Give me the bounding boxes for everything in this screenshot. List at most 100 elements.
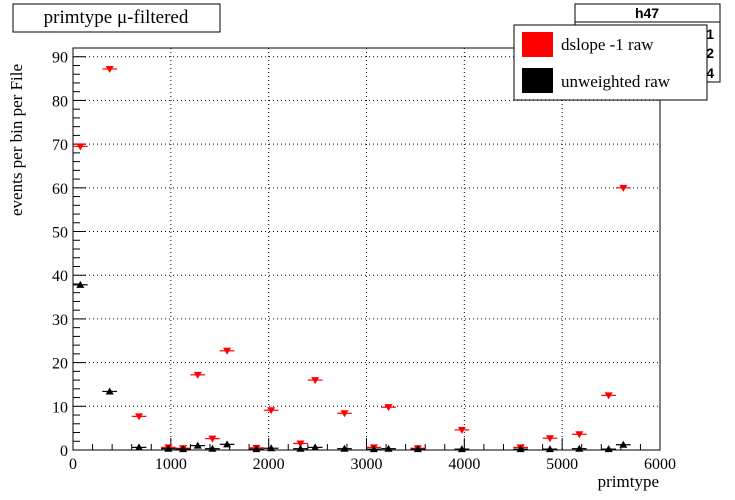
data-marker (457, 426, 466, 434)
data-marker (516, 445, 525, 453)
data-marker (545, 435, 554, 443)
data-point (205, 444, 220, 452)
axes: 0 1000 2000 3000 4000 5000 6000 0 10 20 30 40 50 60 70… (52, 47, 676, 473)
legend: dslope -1 raw unweighted raw (513, 24, 708, 101)
data-point (219, 440, 235, 448)
data-point (571, 444, 587, 452)
data-point (293, 444, 308, 452)
data-point (249, 445, 264, 453)
data-point (131, 413, 147, 421)
x-tick-label: 2000 (253, 456, 285, 473)
x-tick-label: 4000 (448, 456, 480, 473)
data-point (205, 435, 220, 443)
legend-label-unweighted: unweighted raw (561, 72, 671, 91)
data-point (161, 444, 176, 452)
data-point (337, 410, 352, 418)
data-marker (193, 441, 202, 449)
data-marker (223, 440, 232, 448)
data-marker (413, 445, 422, 453)
data-point (542, 445, 558, 453)
data-marker (105, 65, 114, 73)
y-tick-label: 70 (52, 137, 68, 154)
data-marker (164, 444, 173, 452)
data-point (73, 280, 88, 288)
data-marker (76, 280, 85, 288)
data-marker (311, 377, 320, 385)
data-point (219, 347, 235, 355)
data-point (381, 444, 396, 452)
data-marker (457, 445, 466, 453)
data-point (190, 371, 206, 379)
data-point (571, 431, 587, 439)
stats-box-name: h47 (635, 5, 659, 21)
data-marker (223, 347, 232, 355)
data-marker (252, 445, 261, 453)
data-marker (384, 444, 393, 452)
data-point (307, 443, 323, 451)
data-marker (340, 410, 349, 418)
data-point (410, 445, 426, 453)
x-tick-label: 6000 (644, 456, 676, 473)
y-axis-label: events per bin per File (7, 64, 26, 216)
data-marker (619, 184, 628, 192)
data-marker (193, 371, 202, 379)
data-point (381, 404, 396, 412)
data-point (131, 443, 147, 451)
data-point (366, 445, 382, 453)
y-tick-label: 40 (52, 268, 68, 285)
data-marker (575, 431, 584, 439)
data-point (102, 65, 118, 73)
chart-title: primtype μ-filtered (44, 7, 189, 28)
data-marker (296, 440, 305, 448)
data-marker (267, 407, 276, 415)
data-marker (135, 413, 144, 421)
data-point (337, 444, 352, 452)
data-marker (369, 445, 378, 453)
data-marker (208, 435, 217, 443)
y-tick-label: 0 (60, 443, 68, 460)
data-point (601, 392, 616, 400)
data-marker (76, 143, 85, 151)
y-tick-label: 50 (52, 225, 68, 242)
data-marker (619, 440, 628, 448)
grid-lines (73, 48, 660, 450)
legend-swatch-unweighted (522, 68, 553, 93)
legend-label-dslope: dslope -1 raw (561, 35, 654, 54)
data-point (454, 426, 470, 434)
data-point (615, 184, 631, 192)
x-tick-label: 0 (69, 456, 77, 473)
data-marker (311, 443, 320, 451)
data-point (293, 440, 308, 448)
data-point (454, 445, 470, 453)
data-marker (604, 392, 613, 400)
data-point (190, 441, 206, 449)
data-point (513, 445, 528, 453)
data-marks (73, 65, 631, 453)
data-marker (135, 443, 144, 451)
data-marker (604, 445, 613, 453)
data-marker (179, 445, 188, 453)
data-point (542, 435, 558, 443)
x-tick-label: 1000 (155, 456, 187, 473)
data-marker (545, 445, 554, 453)
data-marker (267, 444, 276, 452)
data-point (307, 377, 323, 385)
data-marker (340, 444, 349, 452)
data-marker (296, 444, 305, 452)
data-marker (384, 404, 393, 412)
y-tick-label: 20 (52, 356, 68, 373)
x-axis-label: primtype (598, 472, 659, 491)
y-tick-label: 60 (52, 181, 68, 198)
x-tick-label: 3000 (351, 456, 383, 473)
data-point (102, 387, 118, 395)
data-point (601, 445, 616, 453)
y-tick-label: 90 (52, 50, 68, 67)
y-tick-label: 80 (52, 93, 68, 110)
data-point (73, 143, 88, 151)
data-point (263, 407, 279, 415)
data-point (175, 445, 191, 453)
data-marker (105, 387, 114, 395)
data-point (263, 444, 279, 452)
x-tick-label: 5000 (546, 456, 578, 473)
